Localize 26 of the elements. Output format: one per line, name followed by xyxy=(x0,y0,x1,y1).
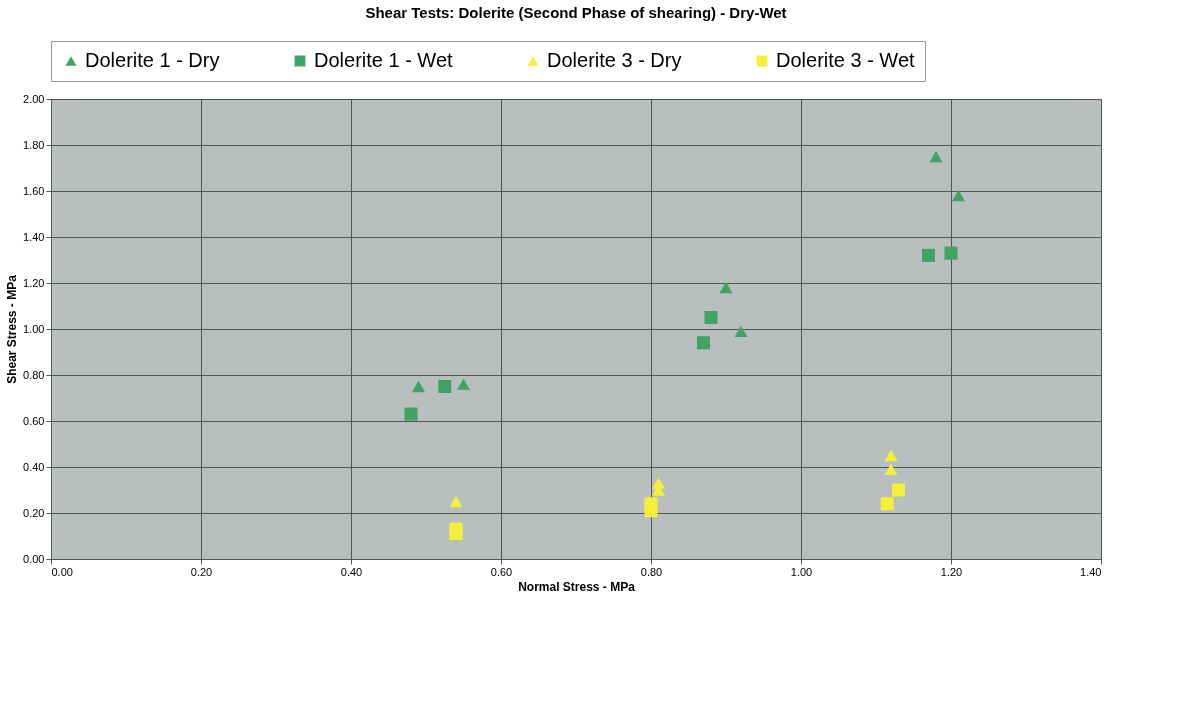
y-tick-label: 2.00 xyxy=(23,92,45,105)
x-tick-label: 1.00 xyxy=(790,565,813,578)
x-tick-label: 1.40 xyxy=(1080,565,1102,578)
x-tick-label: 1.20 xyxy=(940,565,963,578)
y-tick-label: 1.40 xyxy=(23,230,45,243)
y-tick-label: 0.60 xyxy=(23,414,45,427)
x-tick-label: 0.00 xyxy=(51,565,73,578)
y-tick-label: 1.00 xyxy=(23,322,45,335)
x-tick-label: 0.20 xyxy=(190,565,213,578)
y-tick-label: 0.80 xyxy=(23,368,45,381)
y-tick-label: 0.00 xyxy=(23,552,45,565)
legend-label: Dolerite 1 - Dry xyxy=(85,49,220,71)
x-tick-label: 0.60 xyxy=(490,565,513,578)
x-axis-title: Normal Stress - MPa xyxy=(518,579,636,594)
legend-label: Dolerite 1 - Wet xyxy=(314,49,454,71)
y-axis-title: Shear Stress - MPa xyxy=(5,274,20,384)
legend-label: Dolerite 3 - Dry xyxy=(547,49,682,71)
chart-title: Shear Tests: Dolerite (Second Phase of shearing) - Dry-Wet xyxy=(365,3,787,21)
y-tick-label: 0.40 xyxy=(23,460,45,473)
legend-label: Dolerite 3 - Wet xyxy=(776,49,916,71)
y-tick-label: 1.80 xyxy=(23,138,45,151)
x-tick-label: 0.80 xyxy=(640,565,663,578)
y-tick-label: 1.60 xyxy=(23,184,45,197)
y-tick-label: 1.20 xyxy=(23,276,45,289)
x-tick-label: 0.40 xyxy=(340,565,363,578)
y-tick-label: 0.20 xyxy=(23,506,45,519)
